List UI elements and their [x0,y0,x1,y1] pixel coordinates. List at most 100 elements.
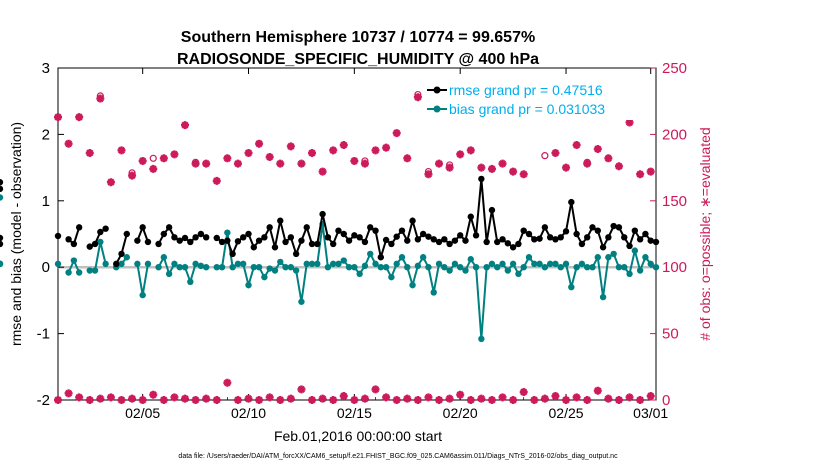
bias-point [441,264,448,271]
rmse-point [372,227,379,234]
y-right-tick-label: 100 [662,259,687,276]
bias-point [419,254,427,261]
bias-point [568,283,575,291]
obs-evaluated-marker [392,129,401,138]
obs-evaluated-marker [572,141,581,150]
bias-point [483,264,490,271]
rmse-point [541,224,549,231]
rmse-point [621,234,628,241]
obs-evaluated-marker [614,162,623,171]
bias-point [277,258,284,266]
bias-point [165,270,173,278]
rmse-point [568,198,575,206]
rmse-point [54,232,62,240]
bias-point [398,254,406,261]
rmse-point [271,244,279,251]
rmse-point [647,237,654,244]
bias-point [303,260,310,268]
obs-bottom-marker [75,393,84,402]
obs-possible-marker [446,161,454,169]
bias-point [351,264,358,271]
rmse-point [504,240,512,247]
obs-bottom-marker [435,396,444,404]
obs-bottom-marker [244,394,253,403]
bias-point [335,260,342,268]
obs-bottom-marker [170,393,179,402]
legend-bias-label: bias grand pr = 0.031033 [449,101,605,117]
obs-evaluated-marker [181,121,190,130]
obs-evaluated-marker [308,148,317,157]
rmse-point [181,234,189,242]
x-tick-label: 02/10 [231,405,266,421]
x-tick-label: 03/01 [633,405,668,421]
rmse-point [552,236,559,243]
obs-evaluated-marker [382,143,391,152]
obs-bottom-marker [138,396,147,404]
obs-evaluated-marker [625,118,634,127]
bias-point [372,260,379,268]
obs-bottom-marker [191,396,200,404]
rmse-point [361,238,369,246]
obs-bottom-marker [530,396,539,404]
y-right-tick-label: 0 [662,392,670,409]
bias-point [234,260,242,268]
obs-evaluated-marker [477,163,486,172]
x-axis-label: Feb.01,2016 00:00:00 start [274,428,442,444]
rmse-point [520,227,527,234]
legend-rmse-label: rmse grand pr = 0.47516 [449,82,603,98]
bias-point [245,281,252,289]
bias-point [578,260,586,268]
rmse-point [160,230,168,238]
bias-point [361,262,369,270]
obs-bottom-marker [329,396,338,404]
bias-line [157,254,207,286]
bias-point [382,264,390,271]
bias-point [187,278,194,286]
rmse-point [430,236,437,243]
bias-point [388,273,395,281]
rmse-point [266,224,273,231]
obs-evaluated-marker [244,148,253,157]
bias-point [118,260,125,268]
obs-evaluated-marker [318,167,327,176]
obs-evaluated-marker [371,146,380,155]
rmse-point [0,240,4,248]
obs-evaluated-marker [636,170,645,179]
rmse-point [324,234,332,241]
bias-point [594,254,601,261]
y-left-tick-label: 0 [42,259,50,276]
rmse-point [546,234,554,241]
rmse-point [0,179,4,186]
rmse-point [610,222,617,230]
obs-evaluated-marker [562,163,571,172]
bias-point [478,335,485,343]
bias-point [160,254,168,261]
rmse-point [102,225,109,232]
obs-evaluated-marker [54,113,62,122]
obs-evaluated-marker [329,146,338,155]
obs-evaluated-marker [202,159,211,168]
legend-rmse-marker [433,86,441,94]
obs-evaluated-marker [106,178,115,187]
rmse-point [329,240,337,248]
y-right-tick-label: 250 [662,60,687,77]
bias-point [192,260,199,268]
rmse-point [340,230,347,238]
rmse-point [494,238,501,246]
obs-evaluated-marker [255,139,264,148]
rmse-point [187,238,194,246]
bias-point [451,260,459,268]
rmse-point [335,227,342,234]
obs-bottom-marker [424,393,433,402]
bias-point [467,256,474,263]
bias-point [462,267,469,274]
bias-point [446,267,453,274]
bias-point [599,293,607,301]
rmse-point [139,224,146,231]
obs-evaluated-marker [646,167,655,176]
rmse-point [240,234,247,241]
obs-evaluated-marker [64,139,73,148]
obs-possible-marker [361,157,369,165]
y-left-tick-label: -1 [37,326,50,343]
